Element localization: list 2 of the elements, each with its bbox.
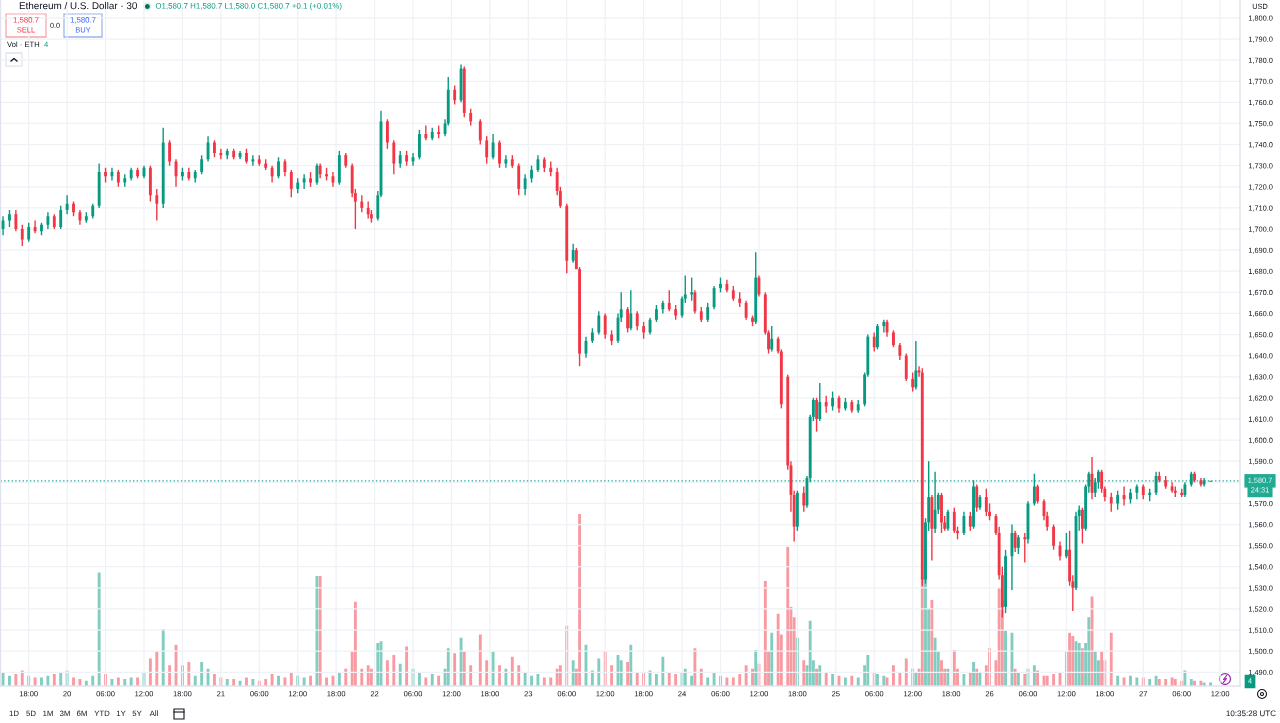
text: 10:35:28 UTC xyxy=(1226,710,1276,717)
chart-title: Ethereum / U.S. Dollar · 30 xyxy=(19,1,137,10)
